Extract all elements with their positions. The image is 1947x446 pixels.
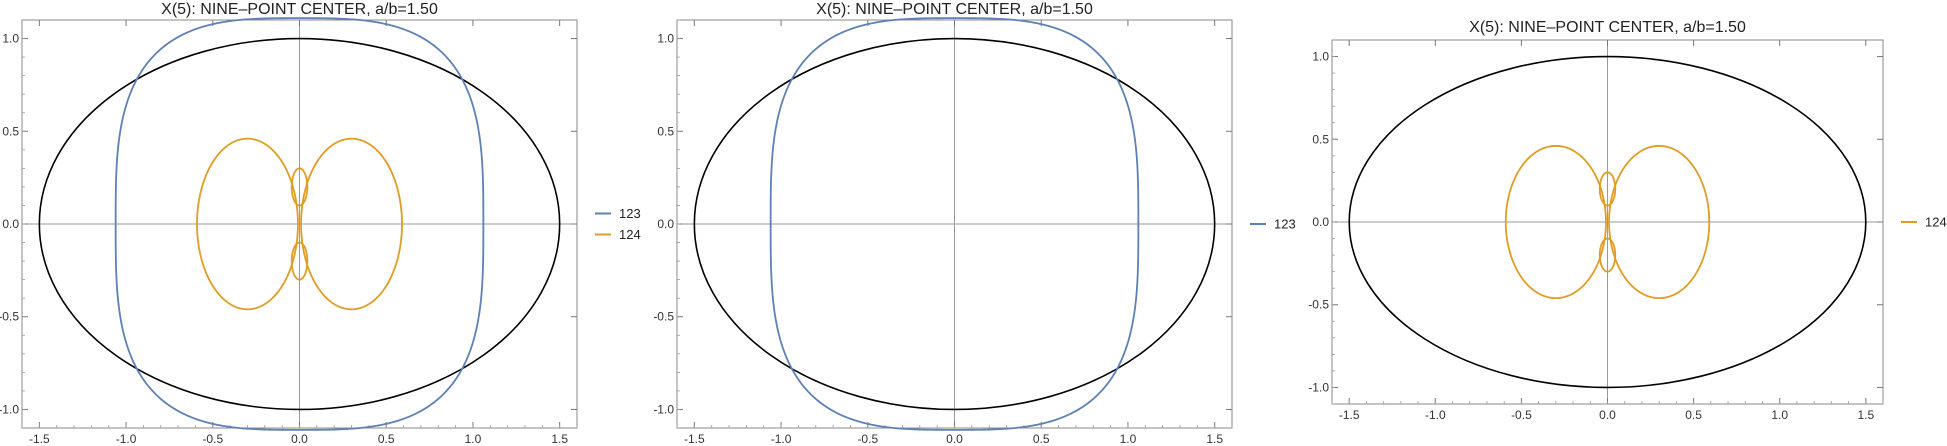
chart-3-x-tick-label: -1.5: [1339, 408, 1360, 422]
chart-1-x-tick-label: 1.5: [551, 432, 568, 446]
chart-3-x-tick-label: -0.5: [1511, 408, 1532, 422]
chart-1-legend-label-124: 124: [619, 227, 641, 242]
chart-1-y-tick-label: 0.5: [2, 124, 19, 138]
chart-3-y-tick-label: 0.5: [1312, 132, 1329, 146]
chart-1-title: X(5): NINE–POINT CENTER, a/b=1.50: [161, 1, 438, 18]
chart-1-y-tick-label: 1.0: [2, 32, 19, 46]
chart-3-x-tick-label: 1.0: [1771, 408, 1788, 422]
chart-1-series-124-upper-loop: [290, 167, 309, 207]
chart-1-y-tick-label: -1.0: [0, 402, 19, 416]
chart-2-x-tick-label: -1.5: [684, 432, 705, 446]
chart-3-y-tick-label: -1.0: [1308, 380, 1329, 394]
chart-3-y-tick-label: 0.0: [1312, 215, 1329, 229]
chart-1-series-124-lower-loop: [290, 241, 309, 281]
chart-2-x-tick-label: -0.5: [857, 432, 878, 446]
chart-3-x-tick-label: 0.5: [1685, 408, 1702, 422]
chart-1-y-tick-label: 0.0: [2, 217, 19, 231]
chart-2-y-tick-label: 0.5: [657, 124, 674, 138]
chart-2-series-123-curve: [769, 17, 1140, 431]
chart-1-x-tick-label: 0.0: [291, 432, 308, 446]
chart-2-ellipse: [693, 37, 1216, 411]
chart-2-x-tick-label: 0.5: [1033, 432, 1050, 446]
chart-3-x-tick-label: 0.0: [1599, 408, 1616, 422]
chart-3-series-124-left-lobe: [1504, 144, 1607, 300]
chart-2-title: X(5): NINE–POINT CENTER, a/b=1.50: [816, 1, 1093, 18]
chart-3-title: X(5): NINE–POINT CENTER, a/b=1.50: [1469, 19, 1746, 36]
chart-3-x-tick-label: 1.5: [1857, 408, 1874, 422]
chart-2-legend-label-123: 123: [1274, 217, 1296, 232]
chart-1-x-tick-label: -0.5: [202, 432, 223, 446]
chart-1-y-tick-label: -0.5: [0, 310, 19, 324]
chart-panel-2: X(5): NINE–POINT CENTER, a/b=1.50 -1.5 -1.…: [653, 0, 1305, 446]
chart-1-legend-label-123: 123: [619, 206, 641, 221]
chart-3-series-124-upper-loop: [1598, 171, 1617, 207]
chart-1-x-tick-label: 1.0: [465, 432, 482, 446]
chart-panel-3: X(5): NINE–POINT CENTER, a/b=1.50 -1.5 -1.…: [1308, 0, 1947, 446]
chart-2-svg: X(5): NINE–POINT CENTER, a/b=1.50 -1.5 -1.…: [653, 1, 1296, 446]
chart-2-y-tick-label: 0.0: [657, 217, 674, 231]
chart-1-series-123-curve: [114, 17, 485, 431]
chart-2-x-tick-label: 1.5: [1206, 432, 1223, 446]
chart-3-y-tick-label: 1.0: [1312, 50, 1329, 64]
chart-3-legend-label-124: 124: [1925, 215, 1947, 230]
chart-2-x-tick-label: 1.0: [1120, 432, 1137, 446]
chart-panel-1: X(5): NINE–POINT CENTER, a/b=1.50 -1.5 -1.…: [0, 0, 650, 446]
chart-3-ellipse: [1348, 55, 1867, 389]
chart-1-x-tick-label: -1.0: [116, 432, 137, 446]
chart-3-series-124-right-lobe: [1608, 144, 1711, 300]
chart-2-y-tick-label: -1.0: [653, 402, 674, 416]
chart-3-svg: X(5): NINE–POINT CENTER, a/b=1.50 -1.5 -1.…: [1308, 19, 1947, 422]
chart-1-ellipse: [38, 37, 561, 411]
chart-2-y-tick-label: 1.0: [657, 32, 674, 46]
chart-1-x-tick-label: -1.5: [29, 432, 50, 446]
chart-1-svg: X(5): NINE–POINT CENTER, a/b=1.50 -1.5 -1.…: [0, 1, 641, 446]
chart-1-series-124-left-lobe: [196, 137, 299, 311]
chart-3-x-tick-label: -1.0: [1425, 408, 1446, 422]
chart-1-series-124-right-lobe: [300, 137, 403, 311]
chart-3-series-124-lower-loop: [1598, 237, 1617, 273]
chart-2-x-tick-label: -1.0: [771, 432, 792, 446]
chart-2-y-tick-label: -0.5: [653, 310, 674, 324]
chart-1-x-tick-label: 0.5: [378, 432, 395, 446]
chart-3-y-tick-label: -0.5: [1308, 298, 1329, 312]
chart-2-x-tick-label: 0.0: [946, 432, 963, 446]
